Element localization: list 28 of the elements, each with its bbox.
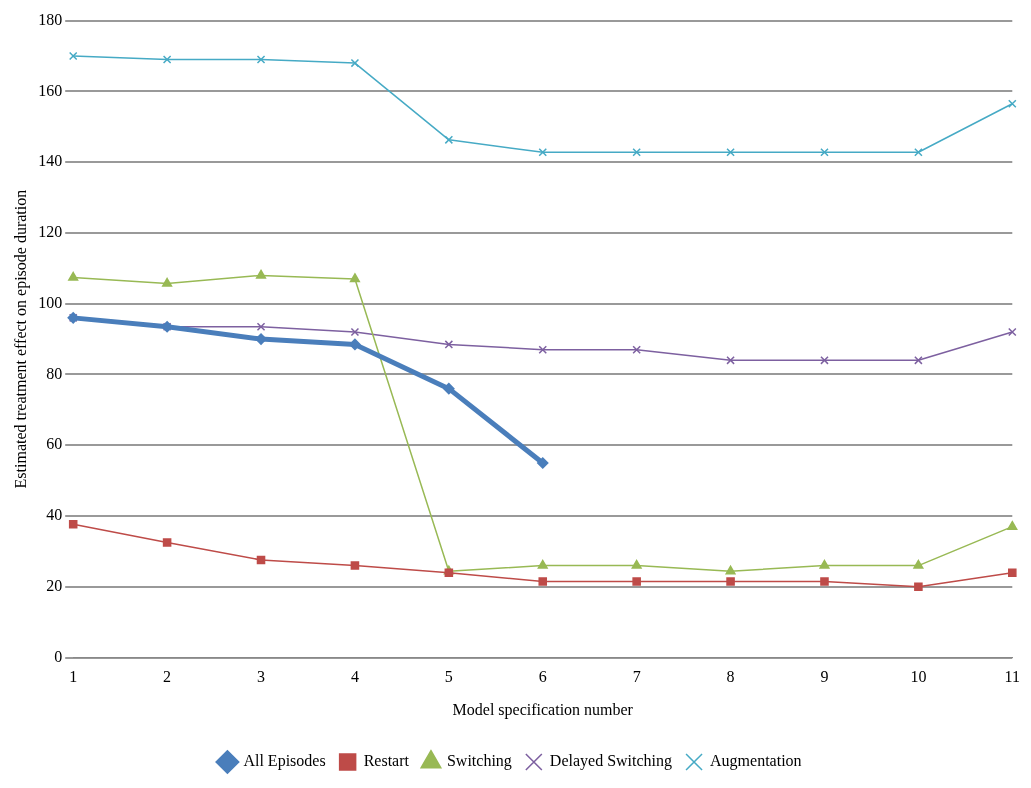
y-tick-label: 120: [38, 223, 63, 241]
x-tick-label: 1: [69, 668, 78, 686]
x-tick-label: 5: [444, 668, 453, 686]
x-tick-label: 2: [163, 668, 172, 686]
x-tick-label: 4: [350, 668, 359, 686]
y-tick-label: 0: [54, 647, 63, 665]
x-tick-label: 10: [910, 668, 927, 686]
legend-label: Augmentation: [710, 752, 802, 771]
y-tick-label: 180: [38, 10, 63, 28]
legend-label: Restart: [363, 752, 410, 770]
y-tick-label: 100: [38, 293, 63, 311]
y-axis-title: Estimated treatment effect on episode duration: [11, 189, 30, 489]
x-tick-label: 6: [538, 668, 547, 686]
y-tick-label: 60: [46, 435, 63, 453]
x-tick-label: 11: [1004, 668, 1020, 686]
y-tick-label: 140: [38, 152, 63, 170]
x-tick-label: 3: [257, 668, 266, 686]
y-tick-label: 40: [46, 506, 63, 524]
x-axis-title: Model specification number: [452, 700, 634, 719]
x-tick-label: 9: [820, 668, 829, 686]
y-tick-label: 80: [46, 364, 63, 382]
x-tick-label: 7: [632, 668, 641, 686]
legend-label: Delayed Switching: [549, 752, 673, 771]
x-tick-label: 8: [726, 668, 735, 686]
legend-label: Switching: [446, 752, 512, 771]
y-tick-label: 20: [46, 577, 63, 595]
y-tick-label: 160: [38, 81, 63, 99]
legend-label: All Episodes: [243, 752, 326, 771]
